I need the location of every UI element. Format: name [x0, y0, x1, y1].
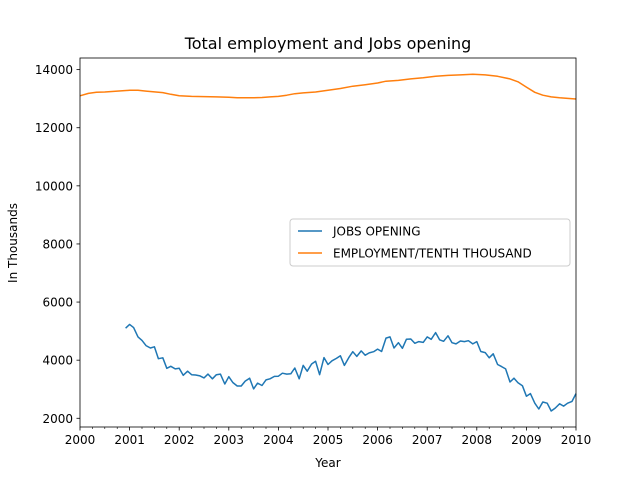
y-tick-label: 2000: [42, 412, 73, 426]
y-tick-label: 6000: [42, 296, 73, 310]
y-tick-label: 12000: [35, 121, 73, 135]
y-tick-label: 10000: [35, 179, 73, 193]
y-tick-label: 14000: [35, 63, 73, 77]
y-tick-label: 4000: [42, 354, 73, 368]
x-axis-label: Year: [314, 456, 340, 470]
series-line-jobs-opening: [125, 323, 577, 412]
plot-area: 2000 2001 2002 2003 2004 2005 2006 2007 2008 2009…: [35, 57, 592, 447]
x-tick-label: 2006: [362, 433, 393, 447]
x-tick-label: 2003: [214, 433, 245, 447]
legend-frame: [289, 218, 571, 267]
legend-label-employment: EMPLOYMENT/TENTH THOUSAND: [333, 247, 532, 261]
x-tick-label: 2010: [561, 433, 592, 447]
x-tick-label: 2005: [313, 433, 344, 447]
y-tick-label: 8000: [42, 237, 73, 251]
x-tick-label: 2002: [164, 433, 195, 447]
chart-title: Total employment and Jobs opening: [184, 34, 472, 53]
x-tick-label: 2007: [412, 433, 443, 447]
y-axis-label: In Thousands: [6, 203, 20, 283]
x-tick-label: 2001: [114, 433, 145, 447]
x-tick-label: 2004: [263, 433, 294, 447]
x-tick-label: 2008: [462, 433, 493, 447]
legend-label-jobs-opening: JOBS OPENING: [332, 225, 421, 239]
series-line-employment: [79, 73, 577, 100]
x-tick-label: 2009: [511, 433, 542, 447]
legend: JOBS OPENING EMPLOYMENT/TENTH THOUSAND: [289, 218, 571, 267]
x-tick-label: 2000: [65, 433, 96, 447]
